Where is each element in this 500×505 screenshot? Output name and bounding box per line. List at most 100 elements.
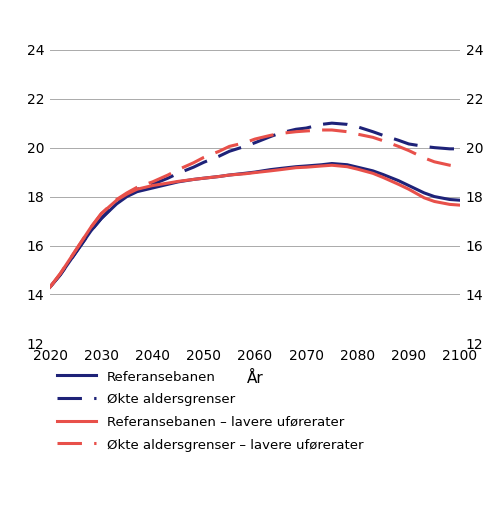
Referansebanen – lavere uførerater xyxy=(124,191,130,197)
Referansebanen – lavere uførerater xyxy=(370,170,376,176)
Økte aldersgrenser – lavere uførerater xyxy=(165,172,171,178)
Økte aldersgrenser – lavere uførerater xyxy=(304,128,310,134)
Referansebanen – lavere uførerater xyxy=(457,202,463,208)
Økte aldersgrenser xyxy=(344,121,350,127)
Referansebanen xyxy=(293,164,299,170)
Økte aldersgrenser – lavere uførerater xyxy=(175,167,181,173)
Referansebanen – lavere uførerater xyxy=(380,174,386,180)
Økte aldersgrenser – lavere uførerater xyxy=(344,129,350,135)
Referansebanen – lavere uførerater xyxy=(165,180,171,186)
Økte aldersgrenser – lavere uførerater xyxy=(201,155,207,161)
Referansebanen – lavere uførerater xyxy=(421,195,427,201)
Økte aldersgrenser – lavere uførerater xyxy=(318,127,324,133)
Økte aldersgrenser – lavere uførerater xyxy=(124,190,130,196)
Referansebanen xyxy=(421,190,427,196)
Referansebanen – lavere uførerater xyxy=(406,186,412,192)
Referansebanen xyxy=(134,189,140,195)
Økte aldersgrenser – lavere uførerater xyxy=(98,211,104,217)
Økte aldersgrenser – lavere uførerater xyxy=(72,247,78,254)
Referansebanen xyxy=(150,185,156,191)
Økte aldersgrenser xyxy=(421,143,427,149)
Referansebanen – lavere uførerater xyxy=(242,171,248,177)
Referansebanen xyxy=(370,168,376,174)
Økte aldersgrenser xyxy=(88,228,94,234)
Referansebanen xyxy=(268,167,274,173)
Referansebanen xyxy=(242,170,248,176)
Referansebanen xyxy=(432,193,438,199)
Økte aldersgrenser xyxy=(150,181,156,187)
Referansebanen – lavere uførerater xyxy=(201,175,207,181)
Referansebanen – lavere uførerater xyxy=(278,167,283,173)
Økte aldersgrenser – lavere uførerater xyxy=(457,164,463,170)
Økte aldersgrenser – lavere uførerater xyxy=(380,138,386,144)
Økte aldersgrenser – lavere uførerater xyxy=(150,179,156,185)
Referansebanen – lavere uførerater xyxy=(329,162,335,168)
Økte aldersgrenser xyxy=(304,125,310,131)
Referansebanen – lavere uførerater xyxy=(72,247,78,254)
Referansebanen – lavere uførerater xyxy=(354,166,360,172)
Økte aldersgrenser – lavere uførerater xyxy=(114,196,119,203)
Økte aldersgrenser – lavere uførerater xyxy=(58,271,64,277)
Økte aldersgrenser xyxy=(406,141,412,147)
Referansebanen xyxy=(58,272,64,278)
Økte aldersgrenser xyxy=(329,120,335,126)
Referansebanen – lavere uførerater xyxy=(58,271,64,277)
Økte aldersgrenser – lavere uførerater xyxy=(190,160,196,166)
Referansebanen xyxy=(226,172,232,178)
Referansebanen – lavere uførerater xyxy=(293,165,299,171)
Økte aldersgrenser xyxy=(380,132,386,138)
Økte aldersgrenser xyxy=(278,130,283,136)
Referansebanen – lavere uførerater xyxy=(175,178,181,184)
Referansebanen xyxy=(216,173,222,179)
Referansebanen – lavere uførerater xyxy=(252,170,258,176)
Økte aldersgrenser – lavere uførerater xyxy=(447,162,453,168)
Økte aldersgrenser xyxy=(268,133,274,139)
Referansebanen xyxy=(201,175,207,181)
Referansebanen xyxy=(344,162,350,168)
Referansebanen xyxy=(406,182,412,188)
Referansebanen – lavere uførerater xyxy=(304,164,310,170)
Økte aldersgrenser – lavere uførerater xyxy=(88,224,94,230)
Referansebanen – lavere uførerater xyxy=(216,173,222,179)
Økte aldersgrenser – lavere uførerater xyxy=(252,136,258,142)
Økte aldersgrenser – lavere uførerater xyxy=(432,159,438,165)
Økte aldersgrenser – lavere uførerater xyxy=(268,132,274,138)
Økte aldersgrenser – lavere uførerater xyxy=(370,134,376,140)
Økte aldersgrenser – lavere uførerater xyxy=(242,140,248,146)
Økte aldersgrenser – lavere uførerater xyxy=(421,155,427,161)
Referansebanen – lavere uførerater xyxy=(318,163,324,169)
Referansebanen xyxy=(47,284,53,290)
Økte aldersgrenser xyxy=(216,153,222,159)
Økte aldersgrenser – lavere uførerater xyxy=(406,147,412,154)
Økte aldersgrenser – lavere uførerater xyxy=(216,148,222,155)
Økte aldersgrenser – lavere uførerater xyxy=(329,127,335,133)
Referansebanen xyxy=(88,228,94,234)
Referansebanen – lavere uførerater xyxy=(190,176,196,182)
Referansebanen – lavere uførerater xyxy=(396,181,402,187)
Line: Referansebanen: Referansebanen xyxy=(50,164,460,287)
Referansebanen – lavere uførerater xyxy=(98,211,104,217)
X-axis label: År: År xyxy=(246,371,264,386)
Økte aldersgrenser – lavere uførerater xyxy=(47,284,53,290)
Line: Økte aldersgrenser – lavere uførerater: Økte aldersgrenser – lavere uførerater xyxy=(50,130,460,287)
Referansebanen xyxy=(329,161,335,167)
Referansebanen xyxy=(318,162,324,168)
Referansebanen – lavere uførerater xyxy=(226,172,232,178)
Line: Referansebanen – lavere uførerater: Referansebanen – lavere uførerater xyxy=(50,165,460,287)
Referansebanen xyxy=(252,169,258,175)
Økte aldersgrenser xyxy=(432,144,438,150)
Økte aldersgrenser xyxy=(242,143,248,149)
Referansebanen xyxy=(457,197,463,203)
Økte aldersgrenser – lavere uførerater xyxy=(226,143,232,149)
Referansebanen – lavere uførerater xyxy=(114,197,119,203)
Referansebanen – lavere uførerater xyxy=(268,168,274,174)
Økte aldersgrenser xyxy=(318,121,324,127)
Økte aldersgrenser xyxy=(293,126,299,132)
Økte aldersgrenser xyxy=(134,186,140,192)
Økte aldersgrenser xyxy=(58,272,64,278)
Referansebanen xyxy=(190,176,196,182)
Referansebanen – lavere uførerater xyxy=(134,186,140,192)
Økte aldersgrenser xyxy=(47,284,53,290)
Økte aldersgrenser xyxy=(201,159,207,165)
Referansebanen xyxy=(98,216,104,222)
